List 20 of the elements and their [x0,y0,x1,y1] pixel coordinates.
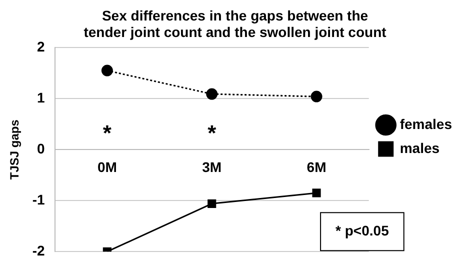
y-tick-label: -2 [32,242,46,258]
x-tick-label: 3M [202,158,222,175]
point [206,88,218,100]
point [312,188,321,198]
y-tick-label: 1 [37,89,46,106]
annotation: * [102,120,112,146]
point [101,64,113,76]
legend-label: males [400,140,440,156]
chart-title: Sex differences in the gaps between the tender joint count and the swollen joint count [84,7,387,40]
annotation: * [208,120,217,146]
x-tick-label: 0M [97,158,117,175]
legend-label: females [400,116,452,132]
point [208,199,216,208]
y-tick-label: 0 [37,140,46,156]
y-tick-label: -1 [32,191,46,208]
x-tick-label: 6M [306,158,326,175]
y-axis-title: TJSJ gaps [8,119,22,180]
annotation: * p<0.05 [336,222,390,238]
y-tick-label: 2 [37,38,46,54]
point [310,90,322,102]
